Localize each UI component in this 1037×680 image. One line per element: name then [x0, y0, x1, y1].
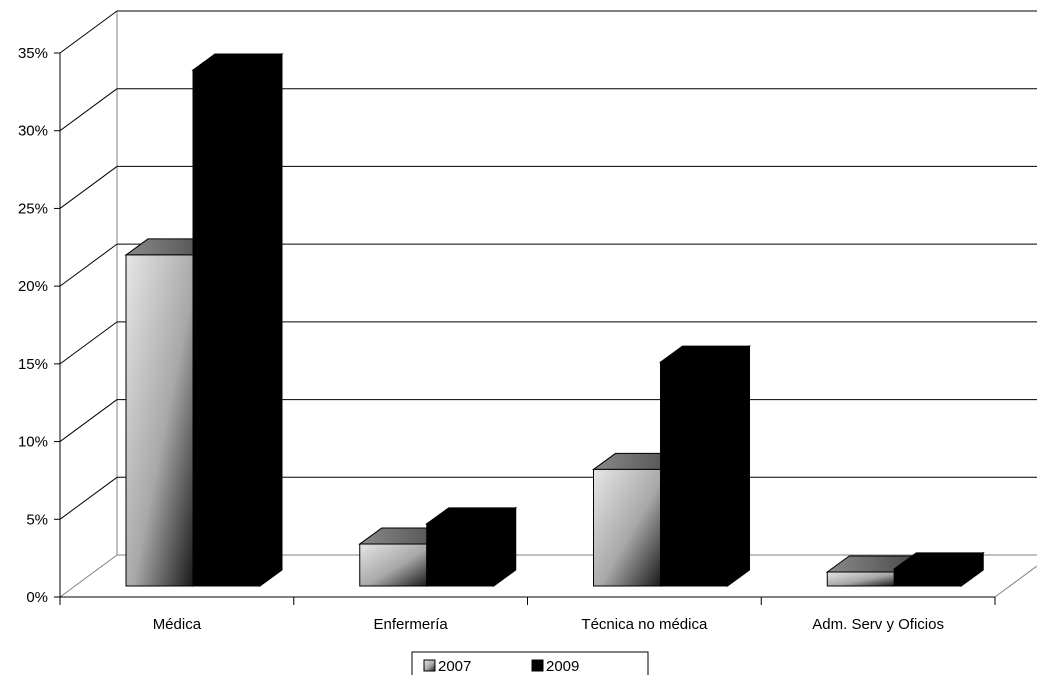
- bar-front: [893, 568, 962, 587]
- legend-label-2007: 2007: [438, 658, 471, 675]
- gridline-side: [59, 243, 118, 287]
- bars: [124, 52, 985, 587]
- bar-2009-2: [658, 345, 752, 587]
- y-tick-label: 30%: [18, 123, 48, 140]
- gridline-side: [59, 321, 118, 365]
- legend: 2007 2009: [411, 651, 649, 680]
- gridline-side: [59, 166, 118, 209]
- bar-2009-0: [191, 52, 284, 587]
- floor-left-edge: [59, 554, 118, 598]
- gridline-side: [59, 10, 118, 54]
- bar-front: [660, 361, 728, 587]
- y-tick-label: 0%: [26, 589, 48, 606]
- axes: [54, 52, 996, 605]
- bar-front: [359, 543, 428, 587]
- bar-side: [727, 345, 750, 587]
- legend-swatch-2007: [423, 659, 436, 672]
- bar-2009-3: [892, 551, 985, 587]
- x-tick-label: Adm. Serv y Oficios: [812, 616, 944, 633]
- y-tick-label: 15%: [18, 356, 48, 373]
- x-tick-label: Enfermería: [374, 616, 449, 633]
- x-tick-label: Médica: [153, 616, 202, 633]
- bar-side: [259, 52, 283, 587]
- y-tick-label: 5%: [26, 511, 48, 528]
- bar-front: [125, 254, 194, 587]
- legend-swatch-2009: [531, 659, 544, 672]
- axis-labels: 0% 5% 10% 15% 20% 25% 30% 35% Médica Enfermería Té…: [18, 45, 944, 633]
- y-tick-label: 10%: [18, 434, 48, 451]
- gridline-side: [59, 88, 118, 132]
- gridline-side: [59, 476, 118, 520]
- legend-label-2009: 2009: [546, 658, 579, 675]
- bar-2009-1: [425, 506, 518, 587]
- gridline-side: [59, 399, 118, 442]
- y-tick-label: 20%: [18, 278, 48, 295]
- bar-front: [192, 69, 261, 587]
- bar-front: [593, 468, 661, 587]
- bar-front: [826, 571, 895, 587]
- floor-right-edge: [994, 565, 1037, 598]
- y-tick-label: 25%: [18, 200, 48, 217]
- bar-front: [426, 523, 495, 587]
- x-tick-label: Técnica no médica: [581, 616, 708, 633]
- y-tick-label: 35%: [18, 45, 48, 62]
